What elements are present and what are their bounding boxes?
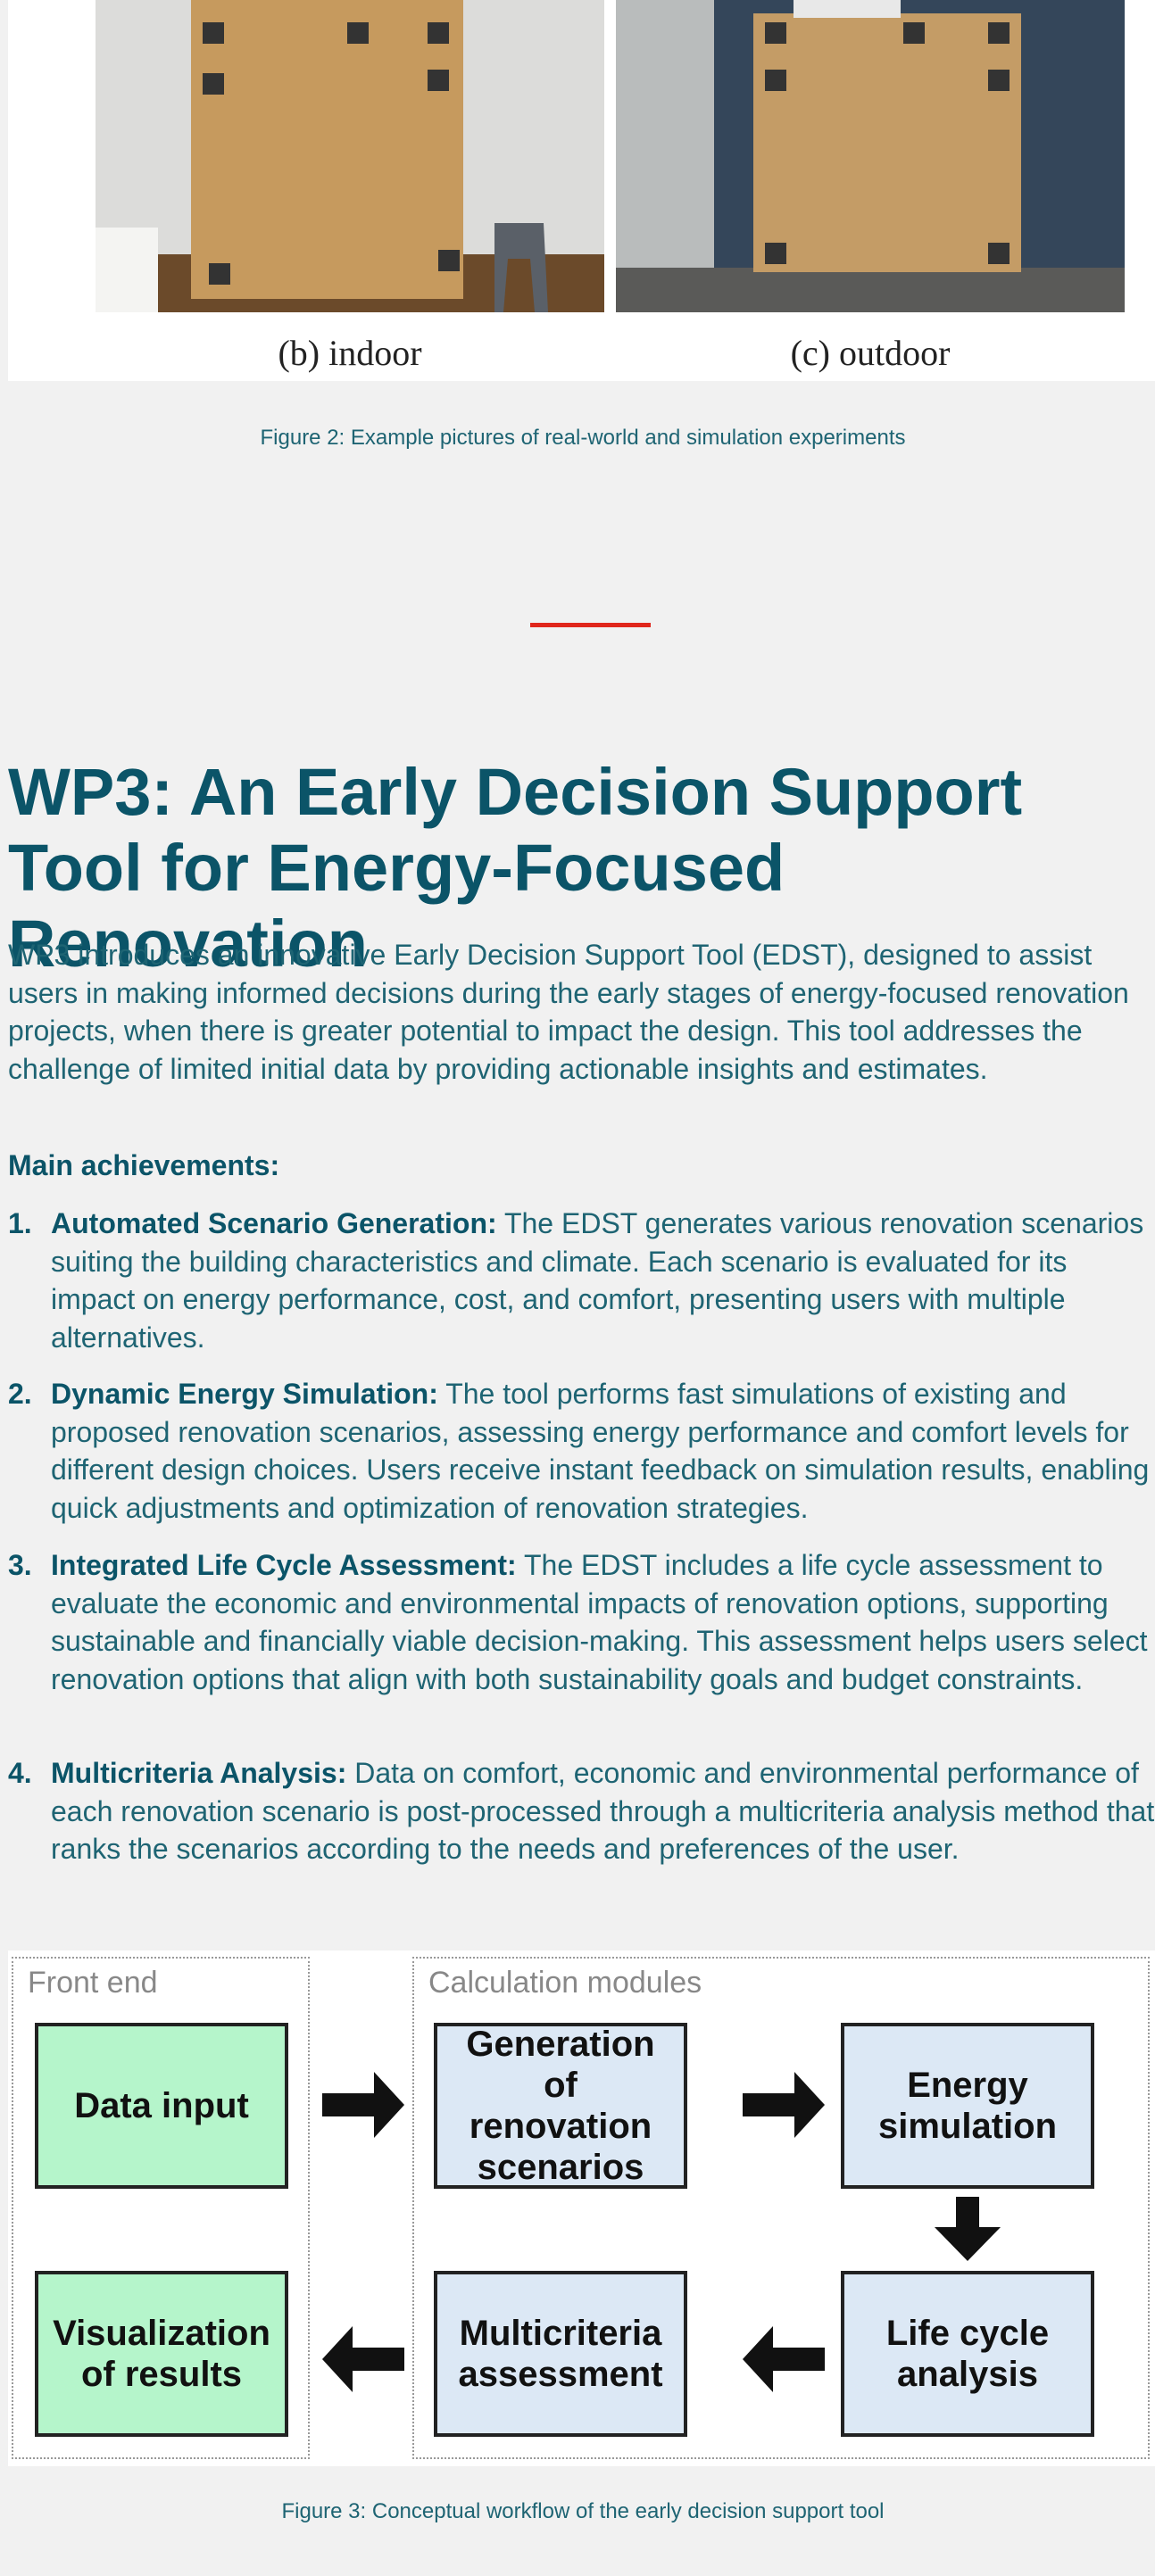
achievement-item: 2. Dynamic Energy Simulation: The tool p… [8,1375,1155,1527]
arrow [743,2326,825,2392]
achievements-heading: Main achievements: [8,1147,279,1185]
divider [530,623,651,627]
figure-caption: Figure 2: Example pictures of real-world… [0,426,1155,451]
item-title: Dynamic Energy Simulation: [51,1378,438,1410]
achievement-item: 1. Automated Scenario Generation: The ED… [8,1205,1155,1356]
intro-paragraph: WP3 introduces an innovative Early Decis… [8,936,1155,1088]
arrow [935,2197,1001,2261]
item-number: 2. [8,1375,32,1413]
arrows [8,1951,1155,2466]
item-title: Automated Scenario Generation: [51,1207,497,1239]
figure-label: (b) indoor [278,332,421,374]
page: {"figure2": {"labels": ["(b) indoor", "(… [0,0,1155,2576]
achievement-item: 4. Multicriteria Analysis: Data on comfo… [8,1754,1155,1868]
workflow-diagram: Front end Calculation modules Data input… [8,1951,1155,2466]
figure-caption: Figure 3: Conceptual workflow of the ear… [0,2499,1155,2524]
item-title: Integrated Life Cycle Assessment: [51,1549,517,1581]
item-title: Multicriteria Analysis: [51,1757,346,1789]
figure-label: (c) outdoor [791,332,951,374]
item-number: 4. [8,1754,32,1793]
achievement-item: 3. Integrated Life Cycle Assessment: The… [8,1546,1155,1698]
arrow [322,2326,404,2392]
indoor-photo [96,0,604,312]
item-number: 3. [8,1546,32,1585]
photos [8,0,1155,381]
figure-2: (b) indoor (c) outdoor [8,0,1155,381]
arrow [743,2072,825,2138]
arrow [322,2072,404,2138]
item-number: 1. [8,1205,32,1243]
outdoor-photo [616,0,1125,312]
